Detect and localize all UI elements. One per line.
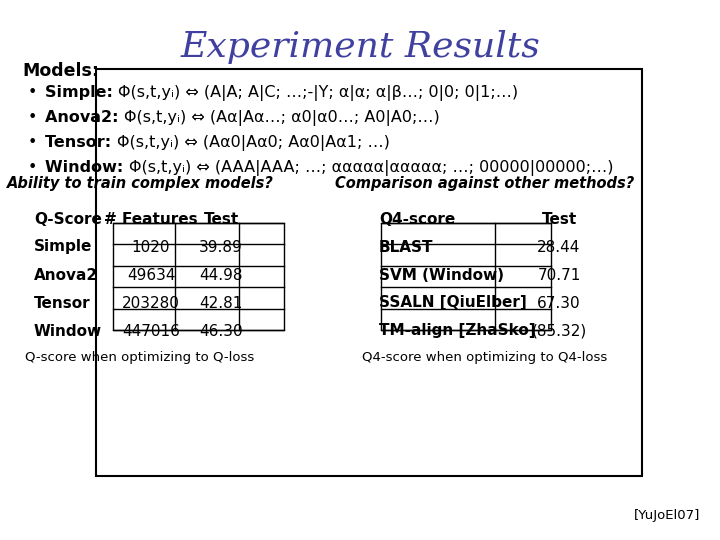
Text: •: •	[28, 135, 37, 150]
Text: 67.30: 67.30	[537, 295, 581, 310]
Text: TM-align [ZhaSko]: TM-align [ZhaSko]	[379, 323, 536, 339]
Text: Models:: Models:	[22, 62, 99, 80]
Text: 447016: 447016	[122, 323, 180, 339]
Text: 49634: 49634	[127, 267, 175, 282]
FancyBboxPatch shape	[96, 69, 642, 476]
Text: Anova2:: Anova2:	[45, 110, 124, 125]
Text: 70.71: 70.71	[537, 267, 581, 282]
Text: Tensor: Tensor	[34, 295, 91, 310]
Text: 28.44: 28.44	[537, 240, 581, 254]
Text: Q-score when optimizing to Q-loss: Q-score when optimizing to Q-loss	[25, 351, 255, 364]
Text: 42.81: 42.81	[199, 295, 243, 310]
Text: Tensor:: Tensor:	[45, 135, 117, 150]
Text: 39.89: 39.89	[199, 240, 243, 254]
Text: 203280: 203280	[122, 295, 180, 310]
Text: [YuJoEl07]: [YuJoEl07]	[634, 509, 700, 522]
Text: SSALN [QiuElber]: SSALN [QiuElber]	[379, 295, 527, 310]
Text: Window: Window	[34, 323, 102, 339]
Text: 44.98: 44.98	[199, 267, 243, 282]
Text: Φ(s,t,yᵢ) ⇔ (A|A; A|C; …;-|Y; α|α; α|β…; 0|0; 0|1;…): Φ(s,t,yᵢ) ⇔ (A|A; A|C; …;-|Y; α|α; α|β…;…	[119, 85, 518, 101]
Text: BLAST: BLAST	[379, 240, 433, 254]
Text: Window:: Window:	[45, 160, 129, 175]
Text: 1020: 1020	[132, 240, 170, 254]
Text: # Features: # Features	[104, 212, 198, 226]
Text: •: •	[28, 110, 37, 125]
Text: Φ(s,t,yᵢ) ⇔ (Aα0|Aα0; Aα0|Aα1; …): Φ(s,t,yᵢ) ⇔ (Aα0|Aα0; Aα0|Aα1; …)	[117, 135, 390, 151]
Text: Anova2: Anova2	[34, 267, 98, 282]
Text: •: •	[28, 160, 37, 175]
Text: •: •	[28, 85, 37, 100]
Bar	[113, 222, 284, 330]
Text: 46.30: 46.30	[199, 323, 243, 339]
Text: Experiment Results: Experiment Results	[180, 30, 540, 64]
Text: Φ(s,t,yᵢ) ⇔ (Aα|Aα…; α0|α0…; A0|A0;…): Φ(s,t,yᵢ) ⇔ (Aα|Aα…; α0|α0…; A0|A0;…)	[124, 110, 440, 126]
Text: Φ(s,t,yᵢ) ⇔ (AAA|AAA; …; ααααα|ααααα; …; 00000|00000;…): Φ(s,t,yᵢ) ⇔ (AAA|AAA; …; ααααα|ααααα; …;…	[129, 160, 613, 176]
Text: Test: Test	[541, 212, 577, 226]
Text: (85.32): (85.32)	[531, 323, 587, 339]
Text: Simple:: Simple:	[45, 85, 119, 100]
Bar	[381, 222, 551, 330]
Text: SVM (Window): SVM (Window)	[379, 267, 504, 282]
Text: Simple: Simple	[34, 240, 92, 254]
Text: Q4-score: Q4-score	[379, 212, 455, 226]
Text: Test: Test	[203, 212, 238, 226]
Text: Q4-score when optimizing to Q4-loss: Q4-score when optimizing to Q4-loss	[362, 351, 608, 364]
Text: Q-Score: Q-Score	[34, 212, 102, 226]
Text: Comparison against other methods?: Comparison against other methods?	[336, 176, 634, 191]
Text: Ability to train complex models?: Ability to train complex models?	[6, 176, 274, 191]
